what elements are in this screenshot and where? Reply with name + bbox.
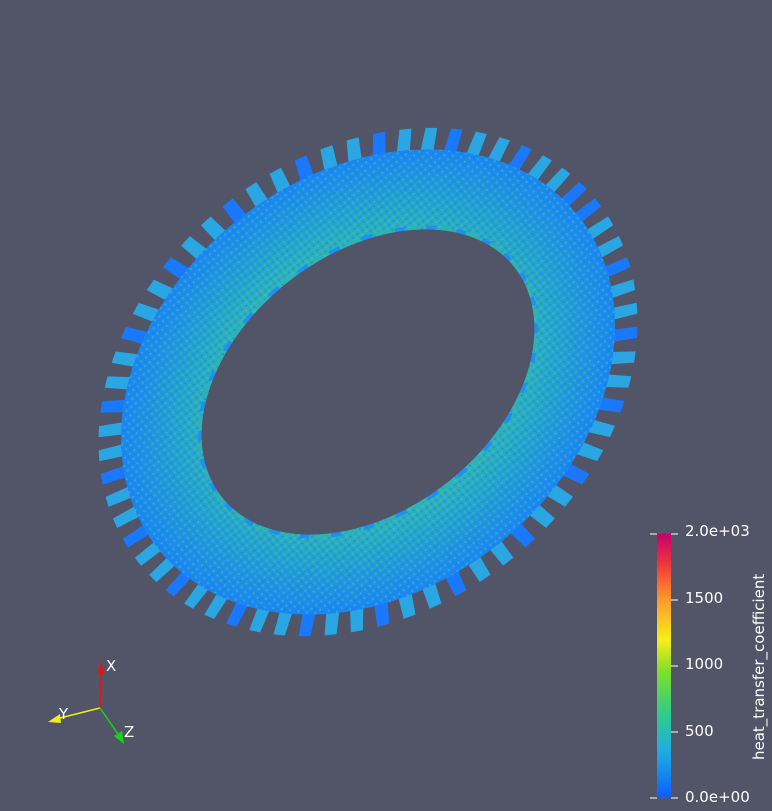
outer-tooth xyxy=(98,421,128,438)
outer-tooth xyxy=(419,127,438,156)
outer-tooth xyxy=(608,326,638,343)
gear-ring-mesh[interactable] xyxy=(0,23,738,742)
x-axis-arrow-icon xyxy=(97,662,105,674)
colorbar-gradient xyxy=(657,534,671,798)
outer-tooth xyxy=(324,606,340,636)
colorbar-tick-1000: 1000 xyxy=(685,655,724,673)
outer-tooth xyxy=(298,608,317,637)
outer-tooth xyxy=(605,279,636,300)
y-axis-label: Y xyxy=(59,705,69,723)
orientation-axes[interactable] xyxy=(48,662,124,744)
y-axis-arrow-icon xyxy=(48,714,61,723)
colorbar-tick-max: 2.0e+03 xyxy=(685,522,750,540)
outer-tooth xyxy=(273,607,294,636)
colorbar-tick-1500: 1500 xyxy=(685,589,724,607)
ring-hole xyxy=(201,229,535,535)
colorbar-title: heat_transfer_coefficient xyxy=(750,573,768,760)
outer-tooth xyxy=(608,302,638,321)
outer-tooth xyxy=(442,128,463,157)
z-axis-arrow-icon xyxy=(114,731,124,744)
colorbar-tick-min: 0.0e+00 xyxy=(685,788,750,806)
colorbar-tick-500: 500 xyxy=(685,722,714,740)
outer-tooth xyxy=(100,464,131,485)
x-axis-label: X xyxy=(106,657,117,675)
outer-tooth xyxy=(396,128,412,158)
outer-tooth xyxy=(98,443,128,462)
colorbar[interactable] xyxy=(650,533,678,799)
z-axis-label: Z xyxy=(124,723,135,741)
